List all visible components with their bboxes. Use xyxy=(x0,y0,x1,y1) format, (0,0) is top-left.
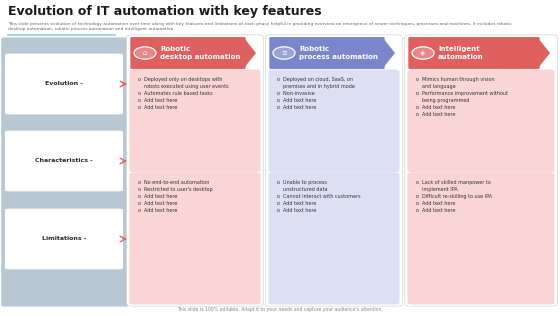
FancyBboxPatch shape xyxy=(4,208,123,270)
FancyBboxPatch shape xyxy=(268,173,399,305)
FancyBboxPatch shape xyxy=(408,70,554,173)
FancyBboxPatch shape xyxy=(408,173,554,305)
Text: o  Deployed only on desktops with
    robots executed using user events
o  Autom: o Deployed only on desktops with robots … xyxy=(138,77,228,110)
Text: desktop automation, robotic process automation and intelligent automation.: desktop automation, robotic process auto… xyxy=(8,27,175,31)
Polygon shape xyxy=(538,38,550,68)
Text: o  Deployed on cloud, SaaS, on
    premises and in hybrid mode
o  Non-invasive
o: o Deployed on cloud, SaaS, on premises a… xyxy=(277,77,355,110)
Text: Limitations -: Limitations - xyxy=(42,237,86,242)
FancyBboxPatch shape xyxy=(4,53,123,115)
Text: Intelligent
automation: Intelligent automation xyxy=(438,46,484,60)
FancyBboxPatch shape xyxy=(1,37,129,306)
FancyBboxPatch shape xyxy=(265,35,403,306)
FancyBboxPatch shape xyxy=(404,35,558,306)
Text: ⌂: ⌂ xyxy=(143,50,147,56)
Text: Evolution of IT automation with key features: Evolution of IT automation with key feat… xyxy=(8,5,321,18)
Text: o  No end-to-end automation
o  Restricted to user's desktop
o  Add text here
o  : o No end-to-end automation o Restricted … xyxy=(138,180,213,213)
Polygon shape xyxy=(244,38,256,68)
Text: o  Lack of skilled manpower to
    implement IPA
o  Difficult re-skilling to use: o Lack of skilled manpower to implement … xyxy=(416,180,492,213)
Text: Evolution -: Evolution - xyxy=(45,82,83,87)
FancyBboxPatch shape xyxy=(269,37,385,69)
Text: ≡: ≡ xyxy=(281,50,287,56)
FancyBboxPatch shape xyxy=(408,37,540,69)
Circle shape xyxy=(412,47,434,59)
FancyBboxPatch shape xyxy=(130,37,246,69)
Text: This slide is 100% editable. Adapt it to your needs and capture your audience's : This slide is 100% editable. Adapt it to… xyxy=(177,306,383,312)
Text: Robotic
desktop automation: Robotic desktop automation xyxy=(160,46,240,60)
FancyBboxPatch shape xyxy=(4,130,123,192)
Polygon shape xyxy=(383,38,395,68)
Text: Characteristics -: Characteristics - xyxy=(35,158,93,163)
Text: o  Mimics human through vision
    and language
o  Performance improvement witho: o Mimics human through vision and langua… xyxy=(416,77,508,117)
Circle shape xyxy=(134,47,156,59)
Circle shape xyxy=(273,47,295,59)
FancyBboxPatch shape xyxy=(268,70,399,173)
FancyBboxPatch shape xyxy=(129,70,260,173)
FancyBboxPatch shape xyxy=(127,35,264,306)
Text: o  Unable to process
    unstructured data
o  Cannot interact with customers
o  : o Unable to process unstructured data o … xyxy=(277,180,361,213)
Text: ◈: ◈ xyxy=(421,50,426,56)
Text: Robotic
process automation: Robotic process automation xyxy=(299,46,378,60)
FancyBboxPatch shape xyxy=(129,173,260,305)
Text: This slide presents evolution of technology automation over time along with key : This slide presents evolution of technol… xyxy=(8,22,512,26)
